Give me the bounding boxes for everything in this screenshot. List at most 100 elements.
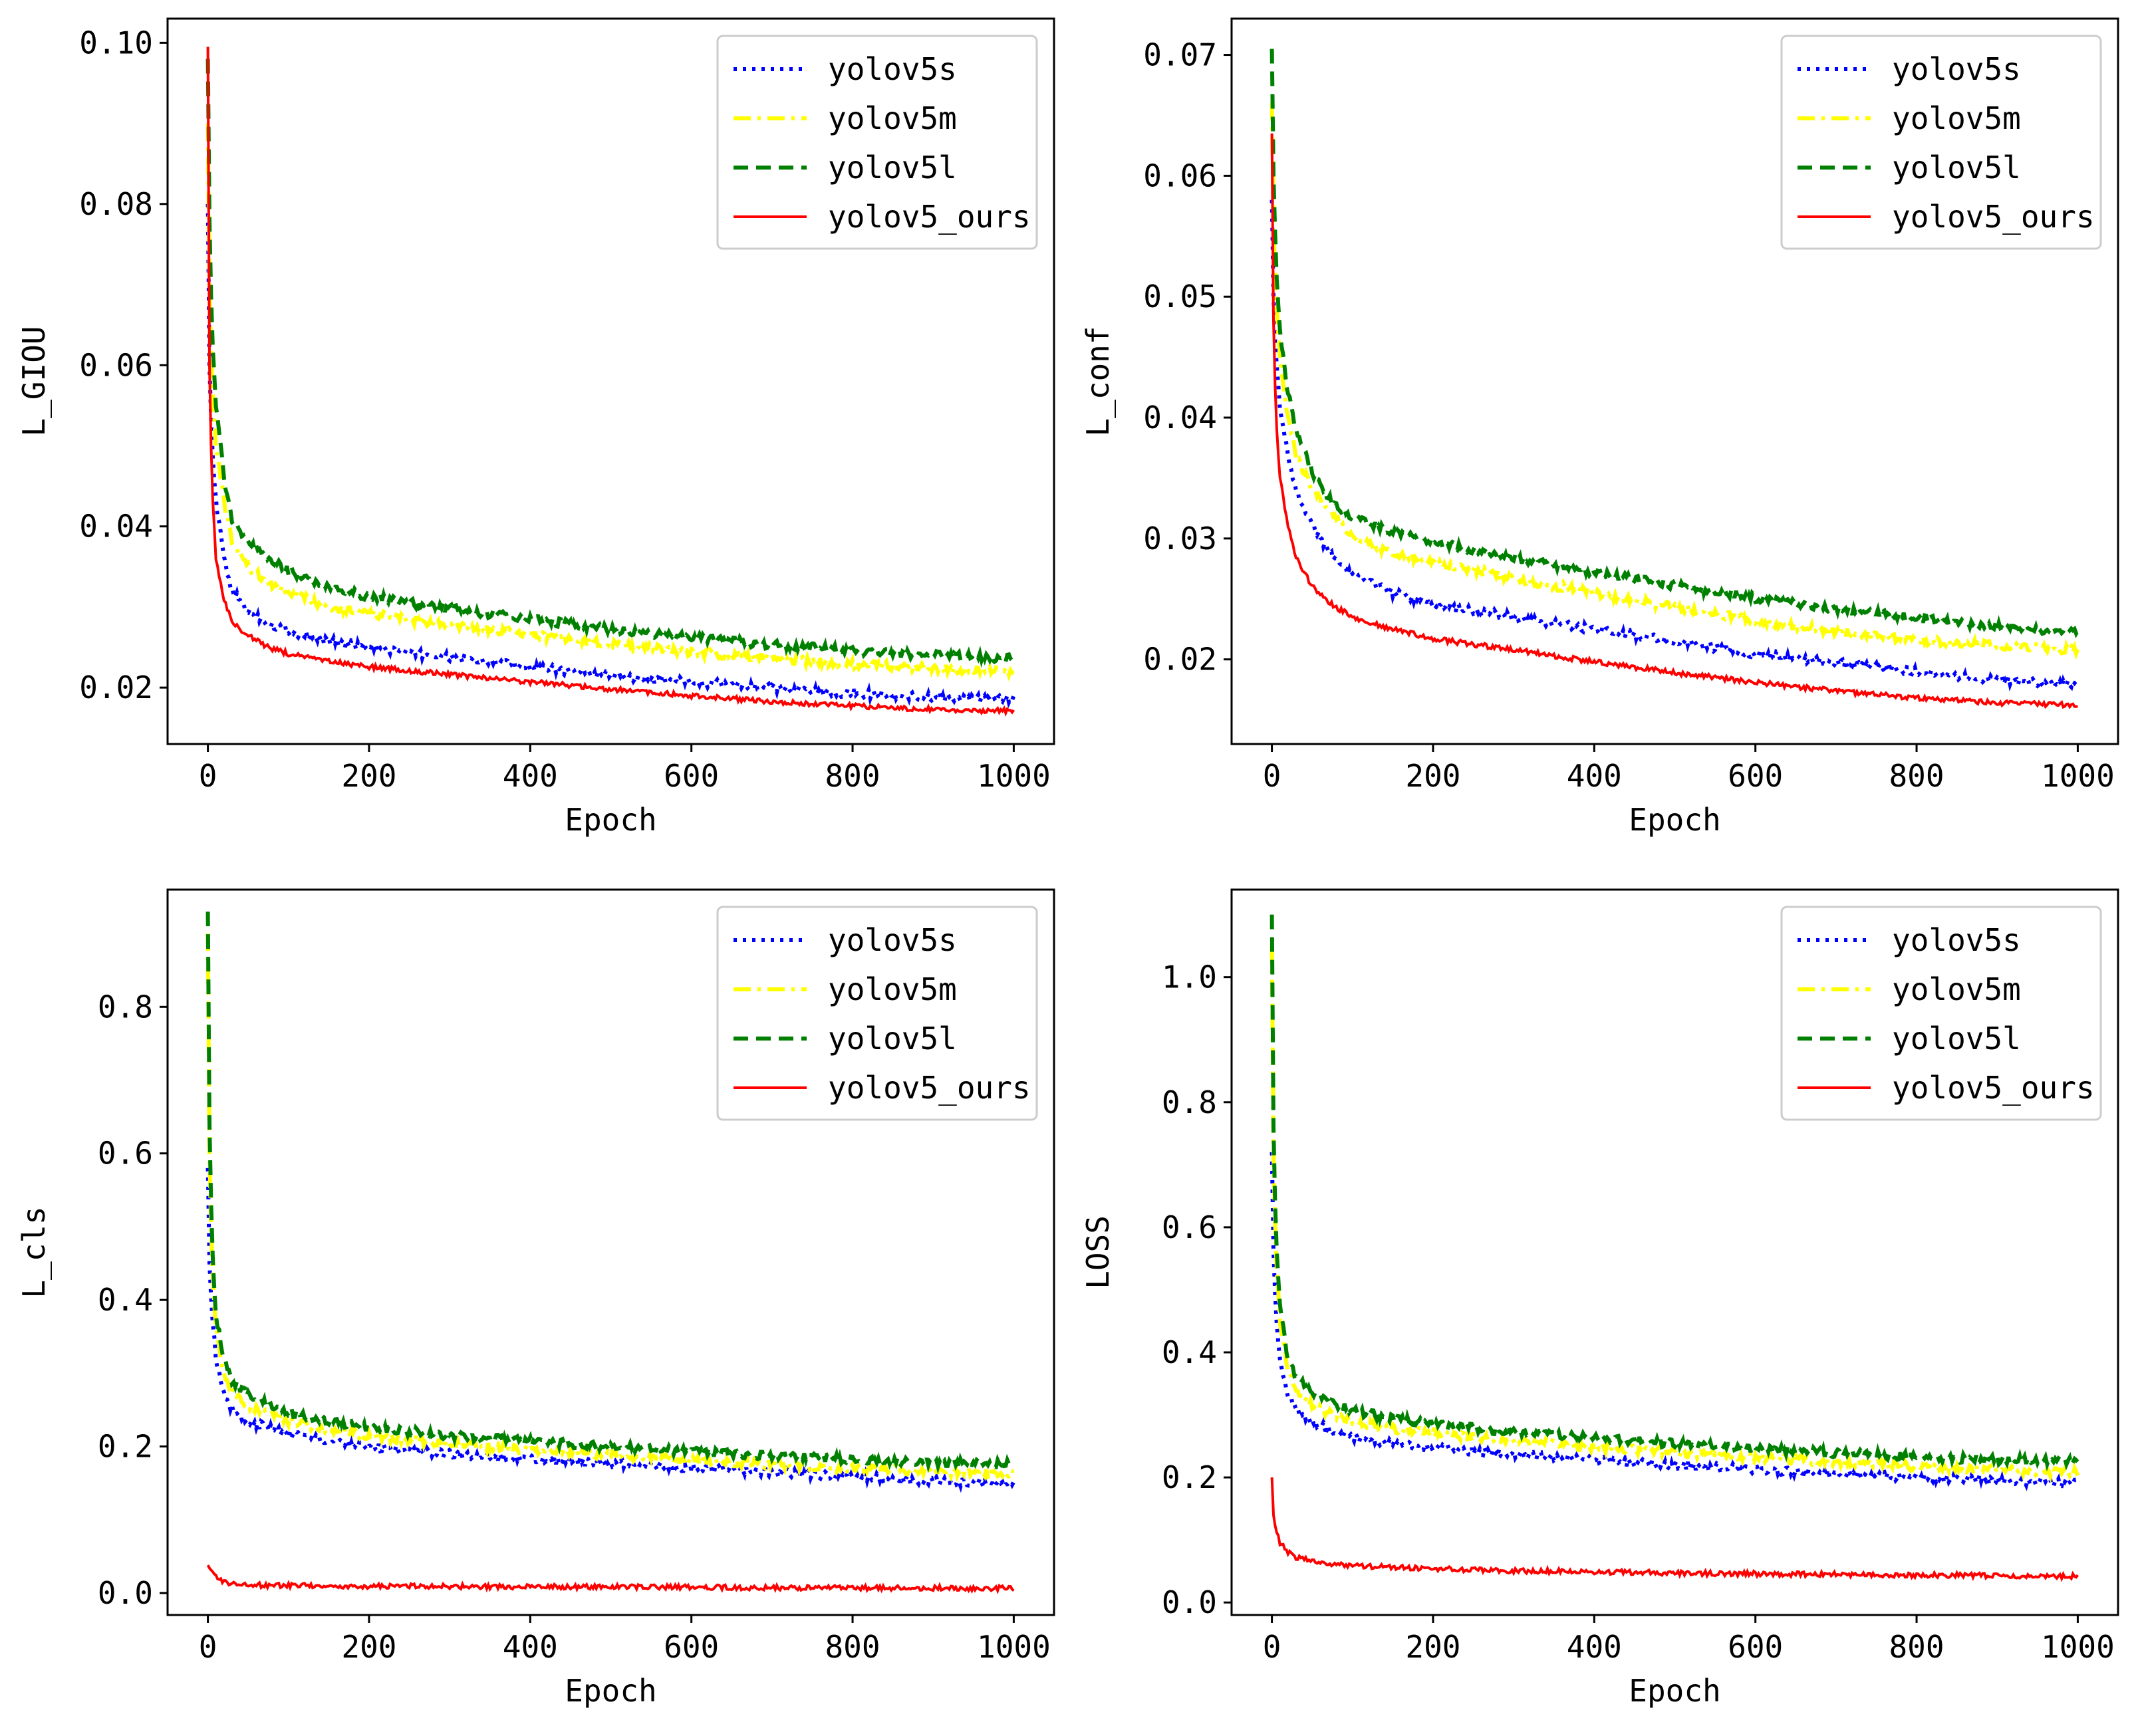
y-tick-label: 0.04	[1143, 400, 1217, 435]
x-tick-label: 1000	[977, 758, 1051, 794]
legend-label: yolov5l	[828, 150, 957, 186]
legend-box	[716, 906, 1038, 1121]
y-tick-label: 0.02	[79, 670, 153, 705]
x-tick-label: 600	[1728, 1629, 1783, 1665]
x-tick-label: 800	[825, 1629, 880, 1665]
x-tick-label: 600	[664, 1629, 719, 1665]
x-tick-label: 600	[1728, 758, 1783, 794]
y-axis-label: L_GIOU	[16, 326, 52, 436]
y-tick-label: 0.4	[1162, 1334, 1217, 1370]
legend-box	[1780, 906, 2102, 1121]
axes-frame	[1230, 17, 2119, 745]
y-tick-label: 0.04	[79, 509, 153, 545]
legend-label: yolov5_ours	[828, 1070, 1031, 1106]
y-axis-label: LOSS	[1080, 1215, 1116, 1289]
y-tick-label: 0.4	[98, 1282, 153, 1318]
x-tick-label: 400	[1567, 1629, 1622, 1665]
x-tick-label: 400	[503, 1629, 558, 1665]
x-tick-label: 200	[341, 1629, 396, 1665]
x-axis-label: Epoch	[565, 802, 656, 838]
series-line-yolov5s	[1269, 1152, 2079, 1492]
legend: yolov5s yolov5m yolov5l yolov5_ours	[716, 35, 1038, 250]
x-tick-label: 400	[503, 758, 558, 794]
x-tick-label: 1000	[2041, 1629, 2115, 1665]
legend-label: yolov5s	[1892, 51, 2021, 87]
series-line-yolov5s	[205, 203, 1016, 709]
y-tick-label: 0.06	[79, 347, 153, 383]
legend-label: yolov5m	[1892, 100, 2021, 136]
y-tick-label: 0.0	[1162, 1584, 1217, 1620]
y-axis-label: L_conf	[1080, 326, 1116, 436]
y-tick-label: 0.8	[98, 989, 153, 1025]
x-tick-label: 400	[1567, 758, 1622, 794]
x-axis-label: Epoch	[1629, 802, 1720, 838]
chart-panel: 0 200 400 600 800 1000 0.0 0.2 0.4 0.6 0.8 1.0 Epoch…	[1080, 888, 2119, 1709]
legend-label: yolov5s	[1892, 922, 2021, 958]
series-line-yolov5s	[205, 1168, 1016, 1493]
series-line-yolov5s	[1269, 199, 2079, 695]
series-line-yolov5_ours	[1270, 133, 2078, 709]
axes-frame	[166, 888, 1055, 1616]
legend: yolov5s yolov5m yolov5l yolov5_ours	[716, 906, 1038, 1121]
legend-label: yolov5_ours	[1892, 199, 2095, 235]
series-line-yolov5l	[205, 59, 1015, 669]
chart-panel: 0 200 400 600 800 1000 0.02 0.04 0.06 0.08 0.10 Epo…	[16, 17, 1055, 838]
x-axis-label: Epoch	[565, 1673, 656, 1709]
chart-panel: 0 200 400 600 800 1000 0.02 0.03 0.04 0.05 0.06 0.0…	[1080, 17, 2119, 838]
x-axis-label: Epoch	[1629, 1673, 1720, 1709]
y-tick-label: 0.2	[98, 1429, 153, 1465]
series-line-yolov5l	[205, 912, 1015, 1475]
legend-label: yolov5m	[1892, 971, 2021, 1007]
legend: yolov5s yolov5m yolov5l yolov5_ours	[1780, 35, 2102, 250]
y-tick-label: 0.2	[1162, 1459, 1217, 1495]
x-tick-label: 0	[1263, 758, 1281, 794]
series-line-yolov5_ours	[206, 1564, 1015, 1594]
y-tick-label: 0.08	[79, 186, 153, 222]
series-line-yolov5m	[1269, 945, 2080, 1483]
legend-label: yolov5s	[828, 51, 957, 87]
y-tick-label: 0.8	[1162, 1084, 1217, 1120]
x-tick-label: 0	[1263, 1629, 1281, 1665]
legend-label: yolov5l	[828, 1021, 957, 1056]
x-tick-label: 800	[1889, 1629, 1944, 1665]
series-line-yolov5m	[205, 123, 1015, 682]
x-tick-label: 200	[341, 758, 396, 794]
legend-label: yolov5_ours	[1892, 1070, 2095, 1106]
x-tick-label: 800	[825, 758, 880, 794]
x-tick-label: 600	[664, 758, 719, 794]
axes-frame	[1230, 888, 2119, 1616]
x-tick-label: 200	[1405, 758, 1460, 794]
y-tick-label: 0.10	[79, 25, 153, 61]
y-tick-label: 0.03	[1143, 521, 1217, 557]
x-tick-label: 800	[1889, 758, 1944, 794]
legend-label: yolov5l	[1892, 150, 2021, 186]
series-line-yolov5m	[1269, 103, 2080, 661]
chart-panel: 0 200 400 600 800 1000 0.0 0.2 0.4 0.6 0.8 Epoch L_c…	[16, 888, 1055, 1709]
series-line-yolov5m	[205, 933, 1014, 1485]
legend-box	[716, 35, 1038, 250]
y-tick-label: 0.6	[98, 1136, 153, 1172]
x-tick-label: 200	[1405, 1629, 1460, 1665]
y-axis-label: L_cls	[16, 1206, 52, 1298]
y-tick-label: 0.07	[1143, 37, 1217, 73]
series-line-yolov5l	[1269, 49, 2080, 638]
legend-label: yolov5l	[1892, 1021, 2021, 1056]
series-line-yolov5_ours	[1270, 1477, 2079, 1582]
x-tick-label: 0	[199, 758, 217, 794]
series-line-yolov5l	[1269, 914, 2079, 1472]
legend-box	[1780, 35, 2102, 250]
x-tick-label: 0	[199, 1629, 217, 1665]
x-tick-label: 1000	[2041, 758, 2115, 794]
legend-label: yolov5_ours	[828, 199, 1031, 235]
y-tick-label: 0.0	[98, 1575, 153, 1611]
y-tick-label: 0.06	[1143, 158, 1217, 193]
y-tick-label: 0.6	[1162, 1209, 1217, 1245]
y-tick-label: 0.05	[1143, 279, 1217, 314]
x-tick-label: 1000	[977, 1629, 1051, 1665]
y-tick-label: 0.02	[1143, 642, 1217, 678]
legend-label: yolov5m	[828, 100, 957, 136]
y-tick-label: 1.0	[1162, 959, 1217, 995]
series-line-yolov5_ours	[206, 47, 1015, 717]
legend: yolov5s yolov5m yolov5l yolov5_ours	[1780, 906, 2102, 1121]
